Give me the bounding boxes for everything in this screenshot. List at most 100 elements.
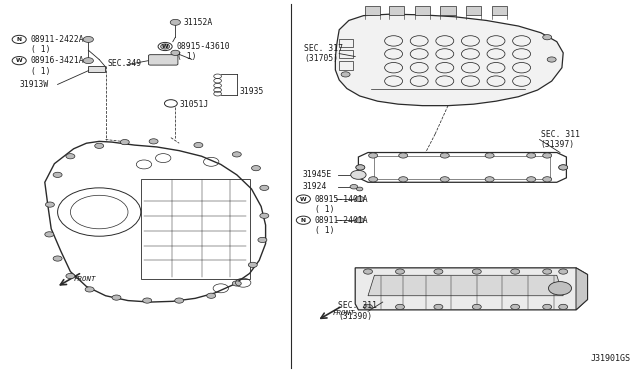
Bar xyxy=(415,6,430,15)
Circle shape xyxy=(364,269,372,274)
Circle shape xyxy=(171,50,180,55)
Circle shape xyxy=(547,57,556,62)
Bar xyxy=(141,179,250,279)
Text: 31945E: 31945E xyxy=(302,170,332,179)
Circle shape xyxy=(66,154,75,159)
Circle shape xyxy=(434,304,443,310)
Circle shape xyxy=(559,304,568,310)
Circle shape xyxy=(175,298,184,303)
Circle shape xyxy=(440,153,449,158)
Circle shape xyxy=(170,19,180,25)
Circle shape xyxy=(161,44,170,49)
Text: W: W xyxy=(16,58,22,63)
Circle shape xyxy=(351,170,366,179)
Text: 31935: 31935 xyxy=(240,87,264,96)
Text: FRONT: FRONT xyxy=(333,310,355,316)
Circle shape xyxy=(356,165,365,170)
Bar xyxy=(466,6,481,15)
Text: 08911-2401A: 08911-2401A xyxy=(315,216,369,225)
Circle shape xyxy=(369,153,378,158)
Text: FRONT: FRONT xyxy=(74,276,96,282)
Circle shape xyxy=(559,165,568,170)
Circle shape xyxy=(232,281,241,286)
Circle shape xyxy=(53,172,62,177)
Circle shape xyxy=(559,165,568,170)
Circle shape xyxy=(232,152,241,157)
Circle shape xyxy=(356,187,363,191)
Circle shape xyxy=(527,153,536,158)
Text: SEC. 311: SEC. 311 xyxy=(338,301,377,310)
Circle shape xyxy=(399,153,408,158)
Circle shape xyxy=(527,177,536,182)
Text: SEC.349: SEC.349 xyxy=(108,59,141,68)
Circle shape xyxy=(260,213,269,218)
Circle shape xyxy=(341,72,350,77)
Bar xyxy=(365,6,380,15)
Text: 08915-43610: 08915-43610 xyxy=(177,42,230,51)
Bar xyxy=(389,6,404,15)
Text: (31390): (31390) xyxy=(338,312,372,321)
Circle shape xyxy=(369,177,378,182)
Polygon shape xyxy=(576,268,588,310)
Circle shape xyxy=(350,185,358,189)
Circle shape xyxy=(543,304,552,310)
Circle shape xyxy=(355,218,364,223)
Bar xyxy=(492,6,507,15)
Text: (31397): (31397) xyxy=(541,140,575,149)
Text: J31901GS: J31901GS xyxy=(590,354,630,363)
Circle shape xyxy=(548,282,572,295)
Polygon shape xyxy=(335,14,563,106)
Text: ( 1): ( 1) xyxy=(31,45,50,54)
Circle shape xyxy=(66,273,75,279)
Circle shape xyxy=(472,304,481,310)
Circle shape xyxy=(260,185,269,190)
Bar xyxy=(339,50,353,58)
Circle shape xyxy=(53,256,62,261)
Text: 31924: 31924 xyxy=(302,182,326,191)
Circle shape xyxy=(559,269,568,274)
Circle shape xyxy=(252,166,260,171)
Circle shape xyxy=(83,36,93,42)
Bar xyxy=(339,61,353,70)
Text: 31913W: 31913W xyxy=(19,80,49,89)
FancyBboxPatch shape xyxy=(148,55,178,65)
Circle shape xyxy=(83,58,93,64)
Text: N: N xyxy=(17,37,22,42)
Circle shape xyxy=(85,287,94,292)
Text: 08911-2422A: 08911-2422A xyxy=(31,35,84,44)
Text: ( 1): ( 1) xyxy=(315,205,334,214)
Circle shape xyxy=(440,177,449,182)
Circle shape xyxy=(543,269,552,274)
Text: 08915-1401A: 08915-1401A xyxy=(315,195,369,203)
Circle shape xyxy=(472,269,481,274)
Circle shape xyxy=(207,293,216,298)
Circle shape xyxy=(95,143,104,148)
Circle shape xyxy=(485,153,494,158)
Polygon shape xyxy=(355,268,588,310)
Circle shape xyxy=(120,140,129,145)
Circle shape xyxy=(45,202,54,207)
Circle shape xyxy=(543,35,552,40)
Text: W: W xyxy=(162,44,168,49)
Circle shape xyxy=(396,269,404,274)
Circle shape xyxy=(194,142,203,148)
Circle shape xyxy=(364,304,372,310)
Circle shape xyxy=(355,196,364,202)
Text: ( 1): ( 1) xyxy=(177,52,196,61)
Polygon shape xyxy=(368,275,563,296)
Circle shape xyxy=(511,269,520,274)
Text: N: N xyxy=(301,218,306,223)
Bar xyxy=(440,6,456,15)
Circle shape xyxy=(396,304,404,310)
Circle shape xyxy=(356,165,365,170)
Text: 31051J: 31051J xyxy=(179,100,209,109)
Text: SEC. 311: SEC. 311 xyxy=(541,130,580,139)
Circle shape xyxy=(543,177,552,182)
Circle shape xyxy=(511,304,520,310)
Circle shape xyxy=(112,295,121,300)
Circle shape xyxy=(248,262,257,267)
Circle shape xyxy=(399,177,408,182)
Text: ( 1): ( 1) xyxy=(315,226,334,235)
Circle shape xyxy=(485,177,494,182)
Circle shape xyxy=(543,153,552,158)
